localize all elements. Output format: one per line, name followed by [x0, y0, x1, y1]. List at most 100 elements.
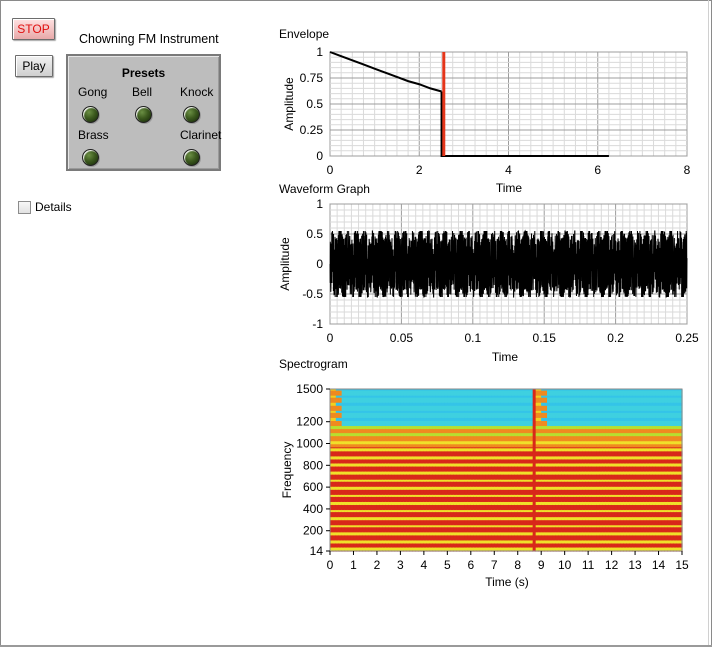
spectrogram-cell	[406, 420, 410, 422]
preset-gong-led[interactable]	[82, 106, 99, 123]
spectrogram-cell	[332, 503, 337, 506]
waveform-graph[interactable]: 0 0.05 0.1 0.15 0.2 0.25-1-0.500.51TimeAmplit…	[277, 195, 702, 365]
spectrogram-cell	[412, 413, 416, 415]
spectrogram-cell	[376, 481, 381, 483]
spectrogram-cell	[400, 527, 404, 530]
spectrogram-cell	[403, 533, 407, 536]
spectrogram-cell	[359, 391, 363, 393]
spectrogram-cell	[330, 490, 334, 492]
spectrogram-cell	[330, 496, 334, 498]
spectrogram-cell	[382, 418, 387, 420]
spectrogram-cell	[415, 442, 419, 445]
spectrogram-cell	[406, 474, 410, 476]
spectrogram-cell	[362, 493, 366, 495]
spectrogram-cell	[400, 485, 404, 487]
spectrogram-cell	[365, 516, 369, 519]
spectrogram-cell	[374, 402, 378, 404]
spectrogram-cell	[409, 451, 413, 454]
spectrogram-cell	[330, 420, 334, 422]
spectrogram-cell	[394, 521, 399, 524]
spectrogram-cell	[412, 531, 416, 534]
spectrogram-cell	[368, 441, 372, 444]
spectrogram-cell	[335, 511, 340, 514]
preset-bell-led[interactable]	[135, 106, 152, 123]
spectrogram-cell	[394, 464, 399, 467]
spectrogram-cell	[353, 497, 357, 499]
preset-clarinet-led[interactable]	[183, 149, 200, 166]
spectrogram-cell	[338, 496, 343, 498]
spectrogram-cell	[406, 499, 410, 501]
spectrogram-cell	[353, 475, 357, 477]
spectrogram-cell	[347, 396, 352, 398]
spectrogram-cell	[385, 396, 390, 398]
spectrogram-cell	[388, 482, 393, 484]
spectrogram-cell	[403, 403, 407, 405]
spectrogram-cell	[403, 539, 407, 542]
spectrogram-cell	[330, 396, 334, 398]
spectrogram-cell	[335, 539, 340, 542]
spectrogram-cell	[335, 466, 340, 469]
spectrogram-cell	[388, 394, 393, 396]
spectrogram-cell	[338, 399, 343, 401]
spectrogram-cell	[341, 508, 346, 511]
spectrogram-cell	[371, 506, 375, 509]
spectrogram-cell	[335, 455, 340, 458]
spectrogram-cell	[394, 520, 399, 523]
spectrogram-cell	[406, 461, 410, 464]
spectrogram-cell	[359, 447, 363, 450]
spectrogram-cell	[415, 491, 419, 493]
spectrogram-graph[interactable]: 0 1 2 3 4 5 6 7 8 9 10 11 12 13 14 15142004006008001000…	[277, 378, 702, 593]
preset-knock-led[interactable]	[183, 106, 200, 123]
spectrogram-cell	[341, 524, 346, 527]
spectrogram-cell	[338, 453, 343, 456]
spectrogram-cell	[341, 404, 346, 406]
spectrogram-cell	[347, 390, 352, 392]
preset-brass-led[interactable]	[82, 149, 99, 166]
spectrogram-cell	[409, 471, 413, 473]
spectrogram-cell	[379, 472, 384, 474]
spectrogram-cell	[341, 471, 346, 473]
spectrogram-cell	[391, 527, 396, 530]
spectrogram-cell	[403, 444, 407, 447]
spectrogram-cell	[397, 435, 401, 438]
spectrogram-cell	[359, 408, 363, 410]
spectrogram-cell	[415, 427, 419, 430]
spectrogram-cell	[385, 521, 390, 524]
spectrogram-cell	[332, 498, 337, 500]
spectrogram-cell	[332, 531, 337, 534]
spectrogram-cell	[353, 462, 357, 465]
spectrogram-cell	[379, 490, 384, 492]
spectrogram-cell	[368, 438, 372, 441]
spectrogram-cell	[332, 477, 337, 479]
spectrogram-cell	[412, 468, 416, 471]
spectrogram-cell	[379, 509, 384, 512]
spectrogram-cell	[400, 471, 404, 473]
spectrogram-cell	[374, 433, 378, 436]
spectrogram-cell	[371, 497, 375, 499]
spectrogram-cell	[412, 529, 416, 532]
spectrogram-cell	[406, 543, 410, 546]
stop-button[interactable]: STOP	[12, 18, 55, 40]
play-button[interactable]: Play	[15, 55, 53, 77]
spectrogram-cell	[341, 476, 346, 478]
spectrogram-cell	[385, 508, 390, 511]
spectrogram-cell	[388, 540, 393, 543]
spectrogram-cell	[350, 427, 355, 430]
spectrogram-cell	[330, 493, 334, 495]
spectrogram-cell	[341, 532, 346, 535]
spectrogram-cell	[335, 462, 340, 465]
spectrogram-cell	[409, 457, 413, 460]
spectrogram-cell	[415, 396, 419, 398]
spectrogram-cell	[376, 413, 381, 415]
spectrogram-cell	[347, 545, 352, 548]
envelope-xtick: 2	[416, 163, 423, 177]
details-checkbox[interactable]	[18, 200, 31, 214]
spectrogram-cell	[415, 449, 419, 452]
details-toggle[interactable]: Details	[18, 200, 72, 214]
spectrogram-cell	[359, 488, 363, 490]
spectrogram-cell	[359, 472, 363, 474]
spectrogram-cell	[332, 545, 337, 548]
spectrogram-cell	[365, 477, 369, 479]
spectrogram-cell	[332, 456, 337, 459]
